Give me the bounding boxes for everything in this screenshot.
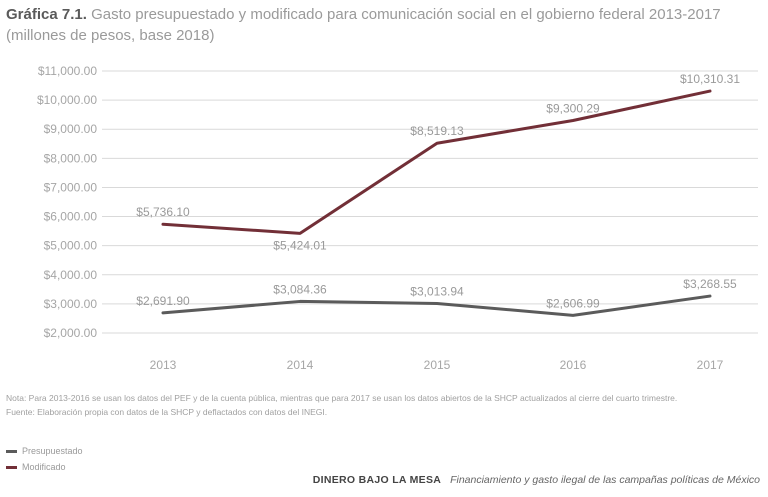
y-tick-label: $7,000.00 — [44, 180, 98, 194]
y-tick-label: $9,000.00 — [44, 122, 98, 136]
footer-brand: DINERO BAJO LA MESA — [312, 474, 442, 486]
legend-swatch-presupuestado — [6, 449, 17, 453]
chart-title-text: Gasto presupuestado y modificado para co… — [6, 6, 721, 44]
y-tick-label: $6,000.00 — [44, 210, 98, 224]
data-label: $9,300.29 — [546, 101, 600, 115]
data-label: $2,606.99 — [546, 296, 600, 310]
legend-label-presupuestado: Presupuestado — [22, 446, 83, 456]
legend-item-presupuestado: Presupuestado — [6, 443, 83, 459]
y-tick-label: $3,000.00 — [44, 297, 98, 311]
legend: Presupuestado Modificado — [6, 443, 83, 475]
note-text: Nota: Para 2013-2016 se usan los datos d… — [6, 393, 678, 403]
x-tick-label: 2014 — [287, 358, 314, 372]
data-label: $10,310.31 — [680, 72, 740, 86]
footer: DINERO BAJO LA MESA Financiamiento y gas… — [313, 474, 760, 486]
data-label: $8,519.13 — [410, 124, 464, 138]
data-label: $5,736.10 — [136, 205, 190, 219]
data-label: $3,268.55 — [683, 277, 737, 291]
y-tick-label: $2,000.00 — [44, 326, 98, 340]
legend-swatch-modificado — [6, 465, 17, 469]
legend-item-modificado: Modificado — [6, 459, 83, 475]
y-tick-label: $11,000.00 — [38, 64, 97, 78]
chart-title-prefix: Gráfica 7.1. — [6, 6, 87, 23]
data-label: $5,424.01 — [273, 238, 327, 252]
x-tick-label: 2016 — [560, 358, 587, 372]
x-tick-label: 2017 — [697, 358, 724, 372]
x-tick-label: 2015 — [424, 358, 451, 372]
source-text: Fuente: Elaboración propia con datos de … — [6, 407, 328, 417]
series-line-modificado — [161, 89, 712, 235]
series-line-presupuestado — [161, 294, 712, 317]
y-tick-label: $5,000.00 — [44, 239, 98, 253]
chart-notes: Nota: Para 2013-2016 se usan los datos d… — [6, 391, 756, 419]
x-tick-label: 2013 — [150, 358, 177, 372]
footer-subtitle: Financiamiento y gasto ilegal de las cam… — [450, 474, 760, 486]
line-chart: $2,000.00 $3,000.00 $4,000.00 $5,000.00 $6,0… — [37, 64, 758, 372]
legend-label-modificado: Modificado — [22, 462, 66, 472]
y-tick-label: $8,000.00 — [44, 151, 98, 165]
y-tick-label: $10,000.00 — [37, 93, 97, 107]
chart-title: Gráfica 7.1. Gasto presupuestado y modif… — [6, 4, 762, 46]
data-label: $3,013.94 — [410, 284, 464, 298]
y-tick-label: $4,000.00 — [44, 268, 98, 282]
data-label: $2,691.90 — [136, 294, 190, 308]
data-label: $3,084.36 — [273, 282, 327, 296]
